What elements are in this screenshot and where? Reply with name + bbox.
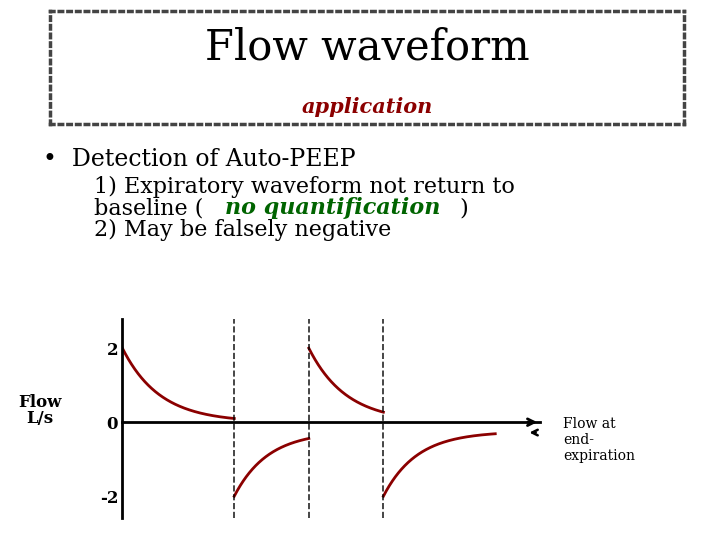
Text: application: application [302,97,433,117]
Text: Flow waveform: Flow waveform [205,26,529,68]
Text: ): ) [459,197,468,219]
Text: 1) Expiratory waveform not return to: 1) Expiratory waveform not return to [94,176,515,198]
Text: Flow: Flow [18,394,61,411]
Text: •  Detection of Auto-PEEP: • Detection of Auto-PEEP [43,148,356,172]
Text: 2) May be falsely negative: 2) May be falsely negative [94,219,391,241]
Text: Flow at
end-
expiration: Flow at end- expiration [563,417,635,463]
Text: baseline (: baseline ( [94,197,203,219]
Text: no quantification: no quantification [225,197,441,219]
Text: L/s: L/s [26,410,53,427]
